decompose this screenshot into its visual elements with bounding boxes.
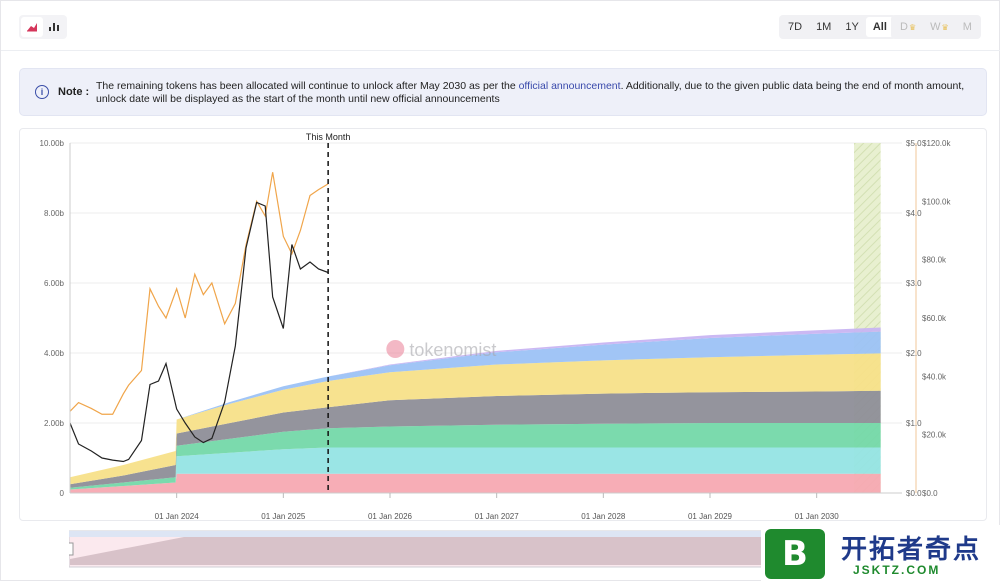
unlock-chart-container: 0 2.00b 4.00b 6.00b 8.00b 10.00b tokenomist Thi…: [19, 128, 987, 521]
y-tick-label-left: 10.00b: [40, 139, 65, 148]
x-tick-label: 01 Jan 2026: [368, 512, 413, 520]
chart-toolbar: 7D 1M 1Y All D ♛ W ♛ M: [1, 1, 1000, 51]
y-tick-label-mcap: $40.0k: [922, 372, 947, 381]
y-tick-label-price: $1.0: [906, 419, 922, 428]
x-tick-label: 01 Jan 2025: [261, 512, 306, 520]
y-tick-label-price: $0.0: [906, 489, 922, 498]
market-cap-line: [69, 172, 329, 415]
navigator-handle[interactable]: [65, 542, 74, 556]
x-tick-label: 01 Jan 2028: [581, 512, 626, 520]
bar-chart-icon[interactable]: [43, 17, 65, 37]
y-tick-label-left: 6.00b: [44, 279, 65, 288]
x-tick-label: 01 Jan 2027: [475, 512, 520, 520]
interval-day-label: D: [900, 21, 908, 33]
stacked-area-series-3: [70, 423, 881, 490]
official-announcement-link[interactable]: official announcement: [518, 80, 621, 92]
y-tick-label-mcap: $20.0k: [922, 431, 947, 440]
y-tick-label-mcap: $100.0k: [922, 197, 951, 206]
price-line: [69, 201, 329, 463]
range-1m-button[interactable]: 1M: [816, 21, 832, 33]
interval-month-button[interactable]: M: [962, 21, 972, 33]
interval-selector: D ♛ W ♛ M: [891, 15, 981, 39]
range-navigator[interactable]: [65, 527, 989, 569]
navigator-area: [70, 537, 769, 565]
navigator-top-band: [69, 531, 769, 537]
tokenomist-logo-icon: [386, 340, 405, 358]
note-text: The remaining tokens has been allocated …: [96, 80, 965, 105]
y-tick-label-left: 4.00b: [44, 349, 65, 358]
y-tick-label-mcap: $60.0k: [922, 314, 947, 323]
y-tick-label-left: 8.00b: [44, 209, 65, 218]
site-badge: B 开拓者奇点 JSKTZ.COM: [761, 525, 1000, 581]
site-logo: B: [765, 529, 825, 579]
stacked-area-series-6: [70, 331, 881, 478]
x-tick-label: 01 Jan 2029: [688, 512, 733, 520]
x-tick-label: 01 Jan 2030: [795, 512, 840, 520]
crown-icon: ♛: [908, 22, 917, 32]
y-tick-label-mcap: $80.0k: [922, 256, 947, 265]
unlock-note-banner: i Note : The remaining tokens has been a…: [19, 68, 987, 116]
chart-type-toggle: [19, 15, 67, 39]
site-name: 开拓者奇点: [841, 535, 982, 565]
site-domain: JSKTZ.COM: [853, 563, 941, 577]
stacked-area-series-4: [70, 390, 881, 488]
range-7d-button[interactable]: 7D: [788, 21, 803, 33]
watermark-text: tokenomist: [409, 340, 496, 360]
stacked-area-series-5: [70, 353, 881, 485]
stacked-area-series-2: [70, 447, 881, 490]
range-all-button[interactable]: All: [865, 17, 894, 37]
crown-icon: ♛: [941, 22, 949, 32]
y-tick-label-price: $2.0: [906, 349, 922, 358]
x-tick-label: 01 Jan 2024: [155, 512, 200, 520]
note-label: Note :: [58, 86, 90, 98]
y-tick-label-mcap: $120.0k: [922, 139, 951, 148]
unlock-chart[interactable]: 0 2.00b 4.00b 6.00b 8.00b 10.00b tokenomist Thi…: [20, 129, 986, 521]
range-selector: 7D 1M 1Y All: [779, 15, 896, 39]
this-month-label: This Month: [306, 132, 351, 142]
y-tick-label-price: $5.0: [906, 139, 922, 148]
y-tick-label-left: 2.00b: [44, 419, 65, 428]
area-chart-icon[interactable]: [21, 17, 43, 37]
interval-day-button[interactable]: D ♛: [893, 17, 923, 37]
y-tick-label-price: $3.0: [906, 279, 922, 288]
interval-week-label: W: [930, 21, 941, 33]
info-icon: i: [35, 85, 49, 99]
range-1y-button[interactable]: 1Y: [845, 21, 859, 33]
stacked-area-series-1: [70, 473, 881, 493]
y-tick-label-left: 0: [60, 489, 65, 498]
y-tick-label-price: $4.0: [906, 209, 922, 218]
y-tick-label-mcap: $0.0: [922, 489, 938, 498]
interval-week-button[interactable]: W ♛: [923, 17, 956, 37]
